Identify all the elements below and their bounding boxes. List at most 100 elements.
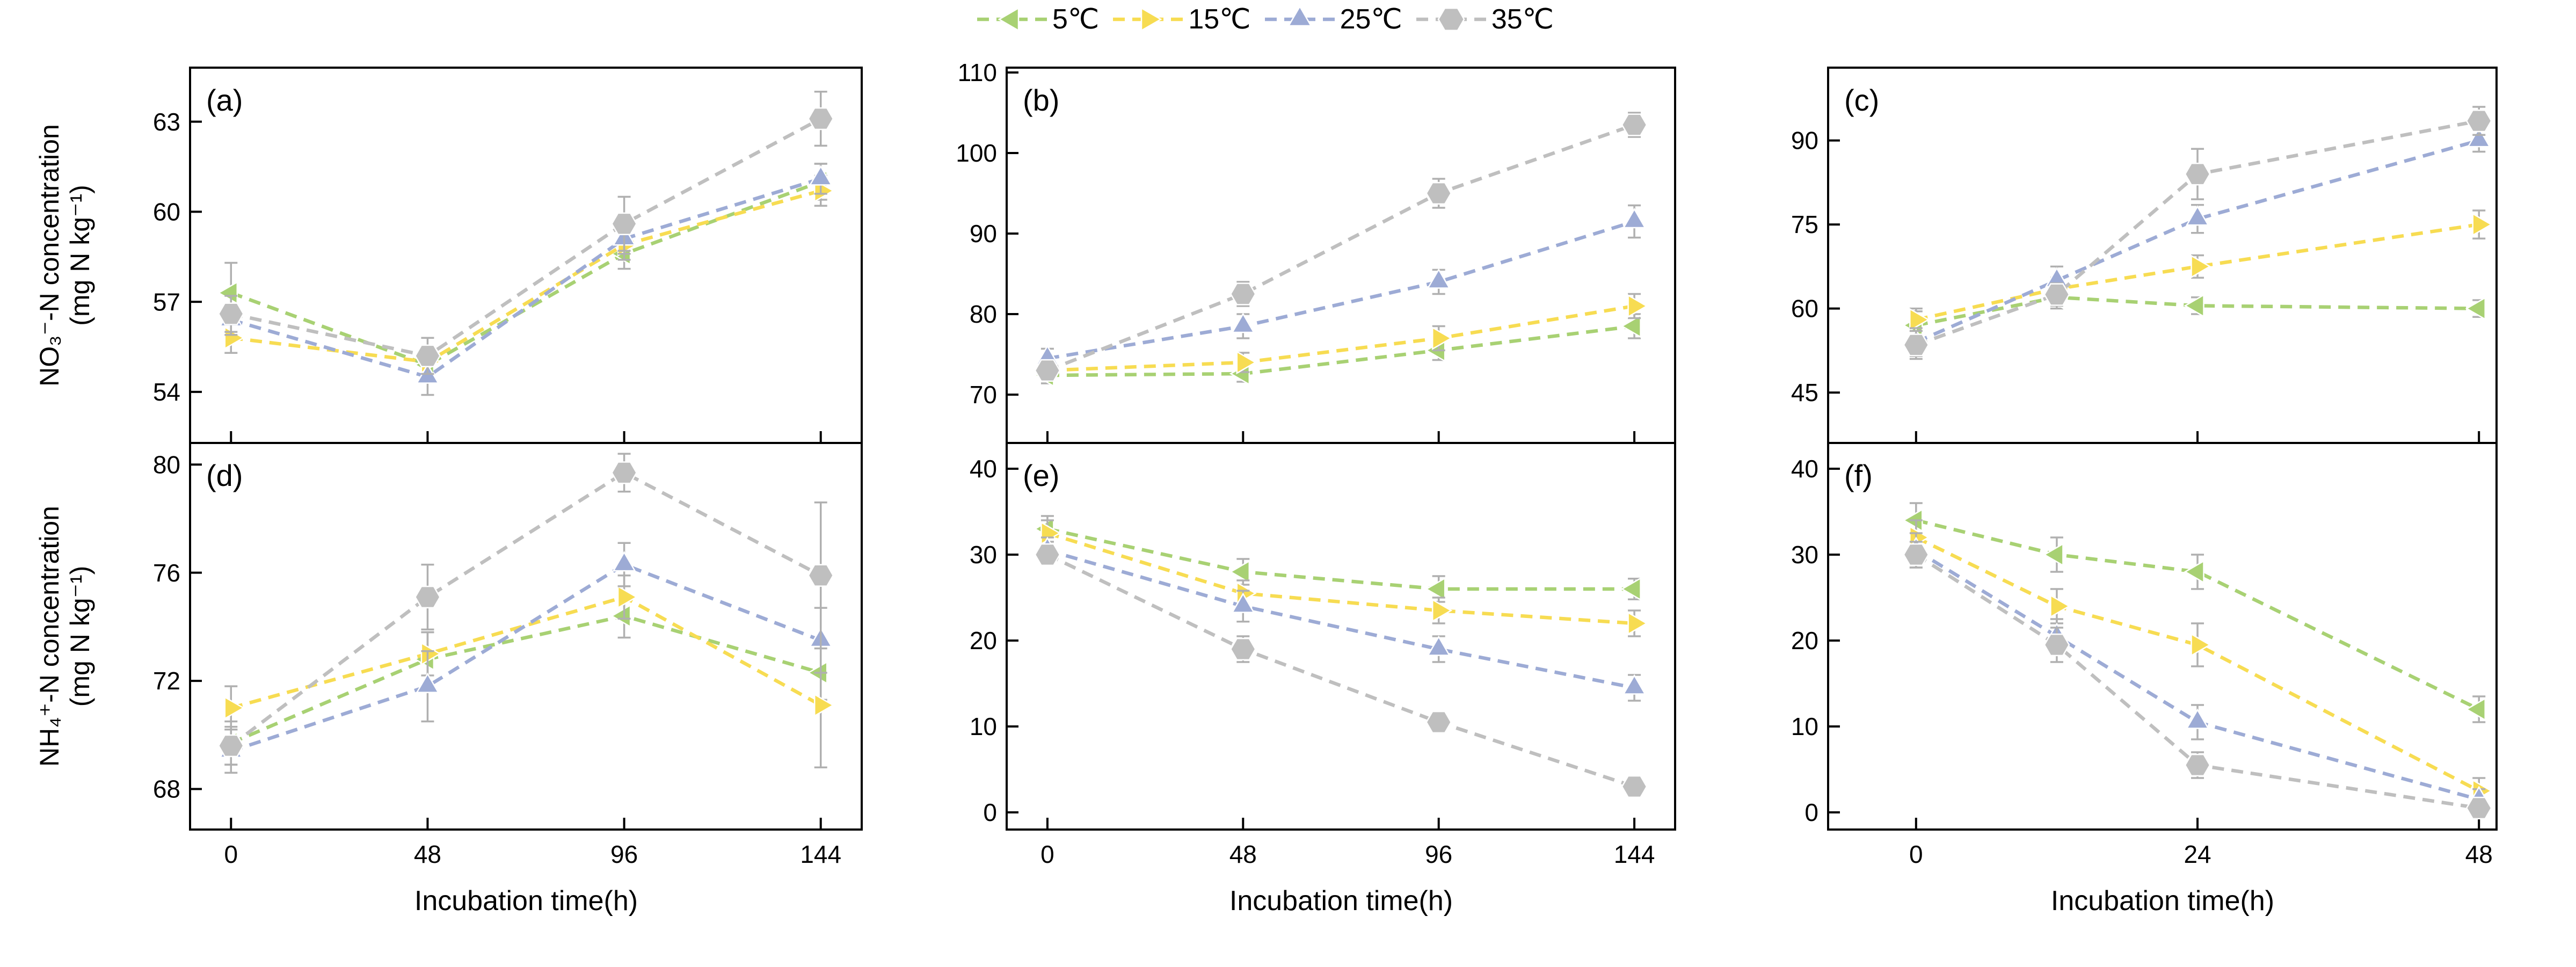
panel-c: 45 60 75 90 (c) bbox=[1791, 67, 2498, 444]
panel-a-series-triangle-right bbox=[224, 175, 835, 378]
series-line bbox=[230, 189, 821, 364]
legend-item-triangle-right: 15℃ bbox=[1113, 2, 1251, 37]
triangle-right-marker-icon bbox=[224, 326, 245, 350]
x-tick-label: 96 bbox=[610, 840, 638, 868]
x-tick-label: 0 bbox=[1040, 840, 1054, 868]
panel-a: 54 57 60 63 (a) bbox=[153, 67, 863, 444]
x-tick-label: 0 bbox=[224, 840, 238, 868]
y-tick-label: 30 bbox=[970, 541, 997, 569]
triangle-left-icon bbox=[977, 7, 1047, 32]
series-line bbox=[1046, 553, 1635, 789]
triangle-right-marker-icon bbox=[1627, 611, 1648, 636]
hexagon-marker-icon bbox=[217, 734, 244, 758]
series-line bbox=[1916, 222, 2479, 322]
series-line bbox=[1915, 536, 2480, 792]
panel-d-series-triangle-up bbox=[219, 542, 833, 774]
triangle-right-marker-icon bbox=[2050, 594, 2071, 619]
hexagon-marker-icon bbox=[2465, 796, 2492, 820]
triangle-right-marker-icon bbox=[2191, 632, 2211, 657]
legend-label: 25℃ bbox=[1340, 4, 1402, 35]
legend-item-triangle-left: 5℃ bbox=[977, 2, 1099, 37]
y-tick-label: 60 bbox=[1791, 295, 1818, 323]
triangle-up-icon bbox=[1264, 5, 1335, 27]
hexagon-marker-icon bbox=[807, 564, 834, 587]
y-tick-label: 110 bbox=[958, 59, 997, 86]
panel-e: 0 10 20 30 40 0 48 96 144 (e) bbox=[970, 442, 1676, 868]
panel-e-series-triangle-left bbox=[1034, 515, 1641, 603]
triangle-left-marker-icon bbox=[2465, 697, 2486, 722]
triangle-right-marker-icon bbox=[617, 585, 638, 609]
series-line bbox=[1046, 123, 1635, 373]
legend-item-triangle-up: 25℃ bbox=[1264, 2, 1402, 37]
triangle-right-marker-icon bbox=[420, 642, 441, 666]
panel-c-series-hexagon bbox=[1903, 106, 2492, 360]
series-line bbox=[1047, 304, 1635, 373]
series-line bbox=[1047, 527, 1635, 591]
hexagon-marker-icon bbox=[1425, 710, 1452, 734]
triangle-right-marker-icon bbox=[1236, 350, 1257, 375]
x-axis-title-col3: Incubation time(h) bbox=[2050, 885, 2275, 917]
series-line bbox=[1915, 549, 2480, 802]
triangle-right-marker-icon bbox=[1627, 294, 1648, 318]
hexagon-marker-icon bbox=[1425, 181, 1452, 205]
series-line bbox=[1916, 518, 2480, 711]
panel-b-series-hexagon bbox=[1034, 112, 1648, 382]
triangle-right-marker-icon bbox=[813, 693, 835, 717]
panel-d-series-hexagon bbox=[217, 453, 834, 766]
triangle-right-marker-icon bbox=[224, 696, 245, 720]
triangle-right-marker-icon bbox=[1431, 326, 1453, 351]
hexagon-marker-icon bbox=[2043, 633, 2070, 657]
x-tick-label: 144 bbox=[1614, 840, 1655, 868]
hexagon-marker-icon bbox=[1034, 543, 1061, 566]
y-tick-label: 57 bbox=[153, 288, 180, 316]
hexagon-marker-icon bbox=[1903, 333, 1930, 357]
hexagon-marker-icon bbox=[217, 302, 244, 325]
series-line bbox=[1047, 220, 1635, 360]
y-tick-label: 10 bbox=[970, 712, 997, 740]
hexagon-marker-icon bbox=[1621, 113, 1648, 136]
series-line bbox=[230, 470, 822, 747]
triangle-up-marker-icon bbox=[1231, 312, 1255, 333]
panel-e-series-triangle-right bbox=[1040, 519, 1648, 637]
panel-label-e: (e) bbox=[1023, 459, 1059, 492]
y-tick-label: 0 bbox=[1804, 798, 1818, 826]
hexagon-marker-icon bbox=[414, 344, 441, 367]
panel-b: 70 80 90 100 110 (b) bbox=[956, 59, 1676, 444]
panel-f-frame bbox=[1827, 442, 2498, 831]
panel-f-series-hexagon bbox=[1903, 541, 2492, 820]
x-tick-label: 0 bbox=[1909, 840, 1923, 868]
triangle-left-marker-icon bbox=[1425, 577, 1446, 601]
y-tick-label: 10 bbox=[1791, 712, 1818, 740]
y-tick-label: 30 bbox=[1791, 541, 1818, 569]
panel-label-d: (d) bbox=[206, 459, 243, 492]
panel-label-f: (f) bbox=[1844, 459, 1873, 492]
triangle-up-marker-icon bbox=[809, 165, 833, 186]
y-tick-label: 76 bbox=[153, 559, 180, 587]
triangle-left-marker-icon bbox=[1229, 559, 1250, 584]
series-line bbox=[1915, 139, 2480, 344]
triangle-left-marker-icon bbox=[1620, 577, 1641, 601]
x-tick-label: 48 bbox=[414, 840, 441, 868]
triangle-up-marker-icon bbox=[1231, 592, 1255, 613]
y-tick-label: 20 bbox=[1791, 627, 1818, 655]
series-line bbox=[230, 180, 821, 367]
panel-d-series-triangle-left bbox=[217, 593, 828, 766]
triangle-left-marker-icon bbox=[610, 604, 631, 628]
triangle-right-marker-icon bbox=[1909, 308, 1930, 332]
panel-c-series-triangle-left bbox=[1902, 285, 2486, 340]
hexagon-marker-icon bbox=[807, 107, 834, 130]
y-tick-label: 80 bbox=[153, 450, 180, 478]
series-line bbox=[230, 562, 821, 753]
y-tick-label: 0 bbox=[983, 798, 997, 826]
y-tick-label: 100 bbox=[956, 139, 997, 167]
x-tick-label: 144 bbox=[800, 840, 841, 868]
y-tick-label: 20 bbox=[970, 627, 997, 655]
hexagon-marker-icon bbox=[1229, 282, 1256, 306]
triangle-up-marker-icon bbox=[1622, 674, 1647, 695]
x-tick-label: 48 bbox=[2465, 840, 2493, 868]
triangle-left-marker-icon bbox=[1620, 314, 1641, 338]
hexagon-marker-icon bbox=[611, 212, 638, 235]
series-line bbox=[230, 614, 821, 745]
